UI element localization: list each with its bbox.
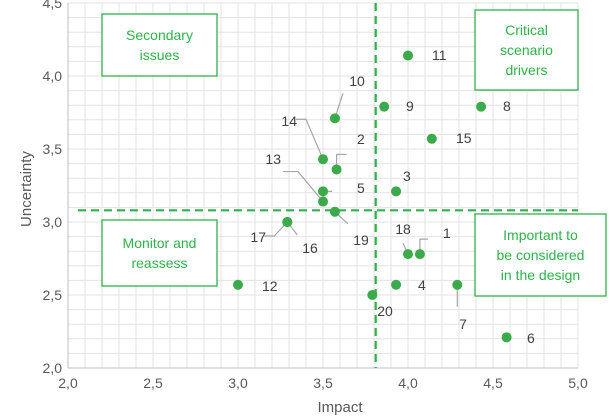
quadrant-box-border (101, 13, 218, 77)
quadrant-box-text: be considered (497, 247, 585, 263)
x-axis-title: Impact (317, 399, 363, 416)
point-label-12: 12 (262, 278, 278, 294)
point-label-11: 11 (432, 47, 447, 63)
threshold-lines (78, 3, 578, 368)
x-tick-label: 4,0 (398, 375, 418, 391)
y-tick-label: 2,0 (43, 360, 63, 376)
point-label-1: 1 (443, 225, 451, 241)
quadrant-box-text: Secondary (126, 27, 193, 43)
data-point-18 (403, 249, 413, 260)
point-label-3: 3 (403, 168, 411, 184)
point-label-4: 4 (418, 277, 426, 293)
leader-line-17 (264, 221, 288, 237)
x-tick-label: 2,0 (58, 375, 78, 391)
x-tick-label: 3,0 (228, 375, 248, 391)
point-label-18: 18 (395, 221, 411, 237)
point-label-7: 7 (459, 316, 467, 332)
point-label-13: 13 (265, 151, 281, 167)
point-label-9: 9 (406, 98, 414, 114)
data-point-9 (379, 101, 390, 112)
point-label-8: 8 (503, 98, 511, 114)
y-tick-label: 4,0 (43, 68, 63, 84)
y-tick-label: 3,0 (43, 214, 63, 230)
point-label-2: 2 (357, 131, 365, 147)
data-point-2 (331, 164, 342, 175)
data-point-12 (233, 279, 243, 290)
quadrant-box-text: Important to (503, 227, 578, 243)
point-label-6: 6 (527, 330, 535, 346)
data-point-8 (476, 101, 487, 112)
point-label-19: 19 (353, 232, 369, 248)
quadrant-boxes: Secondary issues Critical scenario drivers Mo… (101, 9, 607, 297)
quadrant-box-text: issues (140, 47, 180, 63)
quadrant-box-text: scenario (500, 42, 553, 58)
quadrant-box-border (474, 9, 579, 91)
y-axis-title: Uncertainty (18, 151, 35, 227)
x-tick-label: 4,5 (483, 375, 503, 391)
data-point-14 (318, 154, 328, 165)
quadrant-box-text: Critical (505, 22, 548, 38)
quadrant-box-border (101, 219, 218, 287)
data-point-17 (282, 217, 293, 227)
quadrant-box-bottom-right: Important to be considered in the design (474, 213, 607, 297)
data-point-7 (452, 279, 463, 290)
data-point-3 (391, 186, 402, 197)
point-label-5: 5 (357, 180, 365, 196)
data-point-5 (318, 186, 328, 197)
x-tick-label: 2,5 (143, 375, 163, 391)
data-point-19 (329, 206, 340, 217)
data-point-6 (501, 332, 512, 343)
quadrant-box-border (474, 213, 607, 297)
data-point-4 (391, 279, 402, 290)
data-points (233, 50, 512, 343)
leader-line-14 (296, 118, 324, 160)
quadrant-box-text: drivers (505, 62, 547, 78)
leader-line-13 (283, 170, 324, 202)
quadrant-box-top-left: Secondary issues (101, 13, 218, 77)
data-point-13 (318, 196, 328, 207)
quadrant-box-top-right: Critical scenario drivers (474, 9, 579, 91)
quadrant-box-text: Monitor and (123, 235, 197, 251)
point-label-15: 15 (456, 130, 472, 146)
x-tick-label: 3,5 (313, 375, 333, 391)
point-label-17: 17 (250, 229, 266, 245)
point-label-16: 16 (302, 240, 318, 256)
quadrant-box-bottom-left: Monitor and reassess (101, 219, 218, 287)
point-label-14: 14 (281, 113, 297, 129)
x-tick-label: 5,0 (568, 375, 588, 391)
point-label-10: 10 (349, 73, 365, 89)
quadrant-box-text: reassess (131, 255, 187, 271)
data-point-11 (403, 50, 413, 61)
point-label-20: 20 (377, 303, 393, 319)
data-point-1 (414, 249, 425, 260)
y-tick-label: 2,5 (43, 287, 63, 303)
data-point-10 (329, 113, 340, 124)
axes: 2,0 2,5 3,0 3,5 4,0 4,5 5,0 2,0 2,5 3,0 3,5 4,0 4,5 (43, 0, 588, 391)
y-tick-label: 3,5 (43, 141, 63, 157)
data-point-20 (367, 290, 378, 300)
data-point-15 (426, 133, 437, 144)
y-tick-label: 4,5 (43, 0, 63, 11)
quadrant-box-text: in the design (501, 267, 580, 283)
